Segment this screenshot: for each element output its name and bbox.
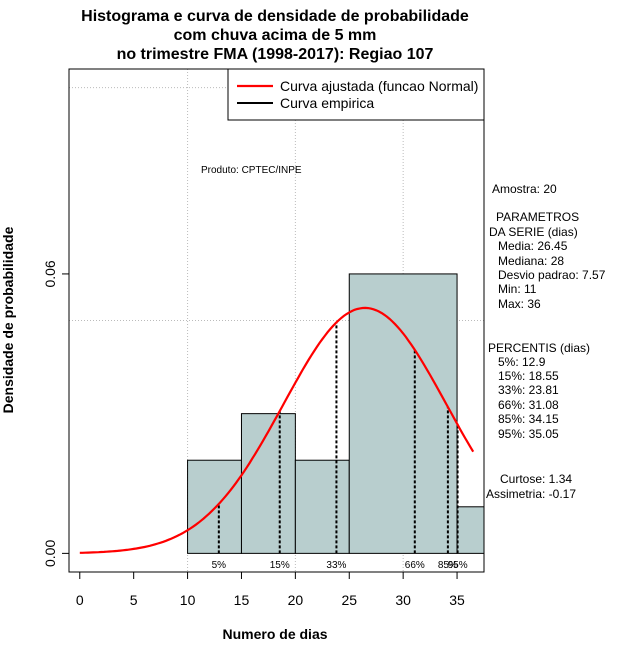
- percentile-lines: 5% 15% 33% 66% 85%95%: [212, 322, 468, 571]
- percentile-label-66: 66%: [405, 560, 425, 571]
- x-tick-label: 35: [449, 592, 465, 608]
- stat-sample: Amostra: 20: [492, 182, 557, 196]
- percentile-label-15: 15%: [270, 560, 290, 571]
- stat-min: Min: 11: [498, 282, 537, 296]
- y-tick-label: 0.06: [42, 260, 58, 287]
- percentile-label-85: 85%: [438, 560, 458, 571]
- title-line-3: no trimestre FMA (1998-2017): Regiao 107: [117, 46, 434, 63]
- stat-median: Mediana: 28: [498, 254, 564, 268]
- stat-params-heading-2: DA SERIE (dias): [489, 225, 578, 239]
- y-tick-label: 0.00: [42, 540, 58, 567]
- stat-percentis-heading: PERCENTIS (dias): [488, 341, 590, 355]
- stat-skewness: Assimetria: -0.17: [486, 487, 576, 501]
- percentile-label-95: 95%: [448, 560, 468, 571]
- y-axis-label: Densidade de probabilidade: [0, 226, 16, 413]
- x-axis-label: Numero de dias: [222, 626, 327, 642]
- stat-kurtosis: Curtose: 1.34: [500, 472, 572, 486]
- legend: Curva ajustada (funcao Normal) Curva emp…: [227, 68, 485, 121]
- histogram-bar-5: [456, 506, 485, 554]
- stat-p33: 33%: 23.81: [498, 383, 559, 397]
- legend-entry-empirical: Curva empirica: [280, 95, 374, 111]
- stat-p85: 85%: 34.15: [498, 412, 559, 426]
- legend-box: [227, 68, 485, 121]
- stat-p95: 95%: 35.05: [498, 427, 559, 441]
- percentile-label-33: 33%: [326, 560, 346, 571]
- stat-mean: Media: 26.45: [498, 239, 568, 253]
- title-line-1: Histograma e curva de densidade de proba…: [81, 8, 469, 25]
- credit-text: Produto: CPTEC/INPE: [201, 165, 302, 176]
- stat-p15: 15%: 18.55: [498, 369, 559, 383]
- x-tick-label: 15: [234, 592, 250, 608]
- x-tick-label: 25: [341, 592, 357, 608]
- percentile-label-5: 5%: [212, 560, 227, 571]
- x-tick-label: 0: [76, 592, 84, 608]
- title-line-2: com chuva acima de 5 mm: [174, 27, 377, 44]
- histogram-bar-4: [348, 273, 458, 554]
- x-tick-label: 5: [130, 592, 138, 608]
- y-axis: 0.00 0.06: [42, 260, 69, 567]
- histogram-bar-2: [240, 413, 296, 554]
- stat-p66: 66%: 31.08: [498, 398, 559, 412]
- stats-panel: Amostra: 20 PARAMETROS DA SERIE (dias) M…: [486, 182, 606, 501]
- chart-title: Histograma e curva de densidade de proba…: [81, 8, 469, 63]
- stat-max: Max: 36: [498, 297, 541, 311]
- x-tick-label: 30: [395, 592, 411, 608]
- legend-entry-normal: Curva ajustada (funcao Normal): [280, 78, 478, 94]
- stat-sd: Desvio padrao: 7.57: [498, 268, 606, 282]
- x-axis: 0 5 10 15 20 25 30 35: [76, 571, 465, 608]
- stat-params-heading: PARAMETROS: [496, 210, 579, 224]
- normal-fit-curve: [79, 306, 475, 554]
- x-tick-label: 20: [288, 592, 304, 608]
- stat-p5: 5%: 12.9: [498, 355, 546, 369]
- x-tick-label: 10: [180, 592, 196, 608]
- histogram-bar-3: [294, 459, 350, 554]
